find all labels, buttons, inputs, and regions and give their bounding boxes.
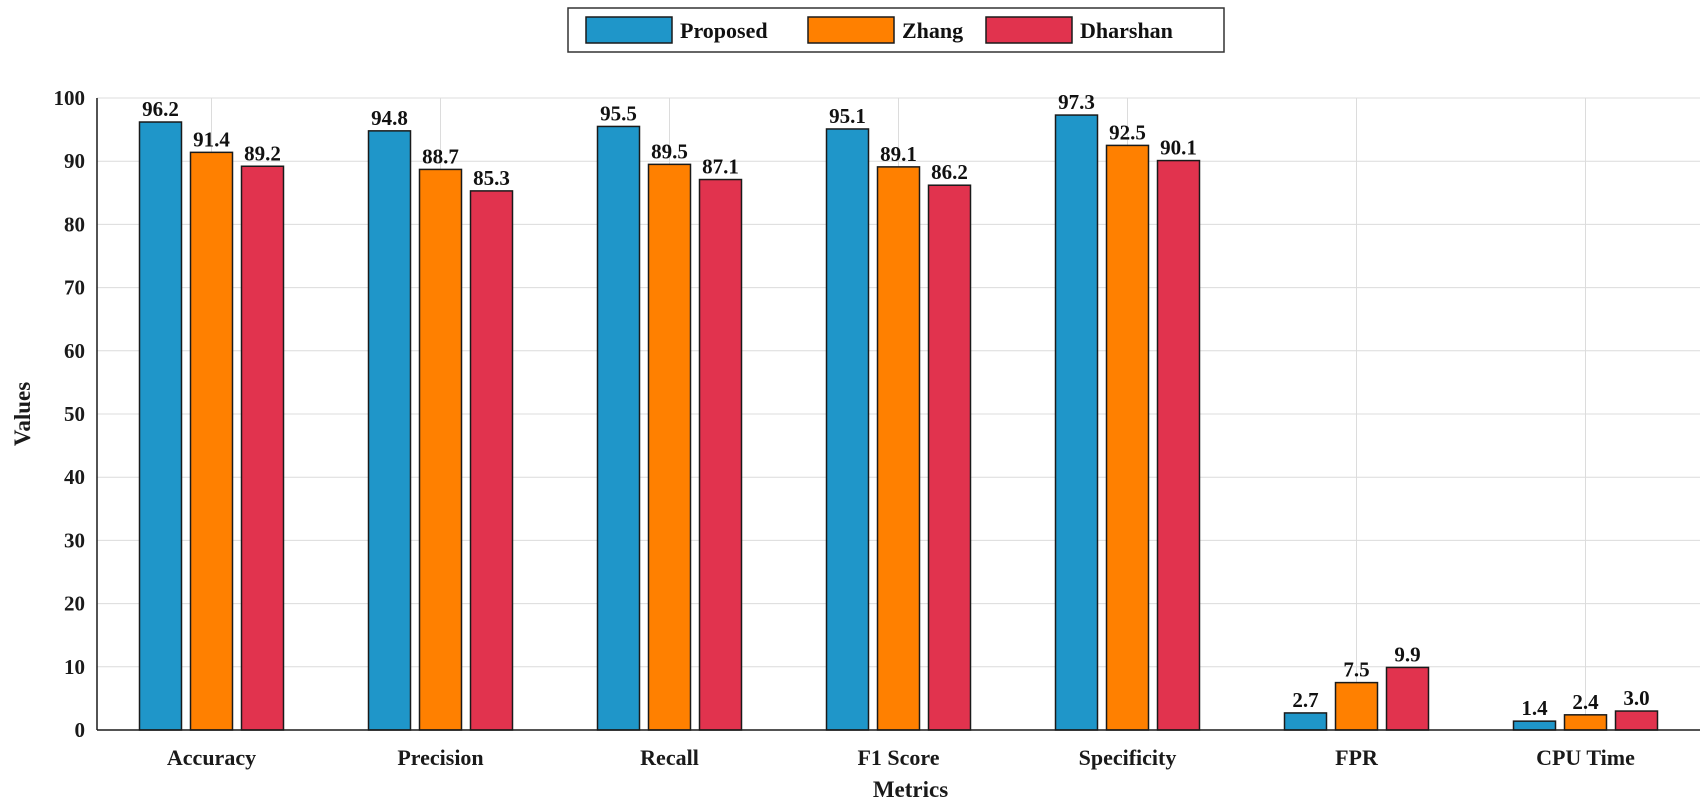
legend: Proposed Zhang Dharshan: [567, 7, 1225, 53]
bar-proposed: [1054, 114, 1099, 731]
data-label: 2.7: [1292, 688, 1318, 712]
data-label: 85.3: [473, 166, 510, 190]
bars-layer: [138, 114, 1659, 731]
data-label: 95.5: [600, 101, 637, 125]
data-label: 89.2: [244, 141, 281, 165]
data-label: 86.2: [931, 160, 968, 184]
data-label: 91.4: [193, 127, 230, 151]
bar-zhang: [418, 168, 463, 731]
data-label: 3.0: [1623, 686, 1649, 710]
bar-dharshan: [469, 190, 514, 731]
data-label: 9.9: [1394, 642, 1420, 666]
axes-layer: 0 10 20 30 40 50 60 70 80 90 100 Accuracy Precision R…: [54, 86, 1700, 770]
x-tick-label: Precision: [397, 745, 483, 770]
x-tick-label: F1 Score: [857, 745, 939, 770]
bar-dharshan: [698, 178, 743, 731]
legend-label: Dharshan: [1080, 18, 1173, 43]
legend-label: Proposed: [680, 18, 768, 43]
data-label: 7.5: [1343, 658, 1369, 682]
data-label: 92.5: [1109, 120, 1146, 144]
data-label: 1.4: [1521, 696, 1548, 720]
x-tick-label: Specificity: [1079, 745, 1177, 770]
bar-zhang: [189, 151, 234, 731]
x-axis-title: Metrics: [873, 777, 948, 802]
y-tick-label: 40: [64, 465, 85, 489]
y-tick-label: 30: [64, 528, 85, 552]
data-label: 94.8: [371, 106, 408, 130]
bar-dharshan: [240, 165, 285, 731]
legend-swatch: [807, 16, 895, 44]
y-tick-label: 90: [64, 149, 85, 173]
bar-dharshan: [1385, 666, 1430, 731]
data-label: 97.3: [1058, 90, 1095, 114]
legend-box: [567, 7, 1225, 53]
y-axis-title: Values: [10, 382, 35, 446]
bar-proposed: [138, 121, 183, 731]
data-label: 90.1: [1160, 136, 1197, 160]
y-tick-label: 100: [54, 86, 86, 110]
y-tick-label: 20: [64, 592, 85, 616]
bar-proposed: [1283, 712, 1328, 731]
legend-label: Zhang: [902, 18, 963, 43]
bar-proposed: [1512, 720, 1557, 731]
bar-dharshan: [1614, 710, 1659, 731]
x-tick-label: Accuracy: [167, 745, 256, 770]
legend-swatch: [985, 16, 1073, 44]
y-tick-label: 50: [64, 402, 85, 426]
data-label: 88.7: [422, 144, 459, 168]
data-label: 95.1: [829, 104, 866, 128]
bar-zhang: [876, 166, 921, 731]
data-label: 96.2: [142, 97, 179, 121]
x-tick-label: CPU Time: [1536, 745, 1635, 770]
data-labels-layer: 96.2 91.4 89.2 94.8 88.7 85.3 95.5 89.5 87.1 95.1…: [142, 90, 1650, 720]
x-tick-label: FPR: [1335, 745, 1379, 770]
x-tick-label: Recall: [640, 745, 699, 770]
y-tick-label: 10: [64, 655, 85, 679]
bar-dharshan: [927, 184, 972, 731]
legend-swatch: [585, 16, 673, 44]
y-tick-label: 0: [75, 718, 86, 742]
data-label: 89.5: [651, 139, 688, 163]
bar-proposed: [367, 130, 412, 731]
bar-zhang: [647, 163, 692, 731]
data-label: 89.1: [880, 142, 917, 166]
bar-dharshan: [1156, 159, 1201, 731]
y-tick-label: 60: [64, 339, 85, 363]
bar-proposed: [596, 125, 641, 731]
bar-zhang: [1563, 714, 1608, 731]
y-tick-label: 80: [64, 212, 85, 236]
bar-zhang: [1105, 144, 1150, 731]
data-label: 87.1: [702, 155, 739, 179]
data-label: 2.4: [1572, 690, 1599, 714]
y-tick-label: 70: [64, 276, 85, 300]
bar-zhang: [1334, 681, 1379, 731]
bar-proposed: [825, 128, 870, 731]
